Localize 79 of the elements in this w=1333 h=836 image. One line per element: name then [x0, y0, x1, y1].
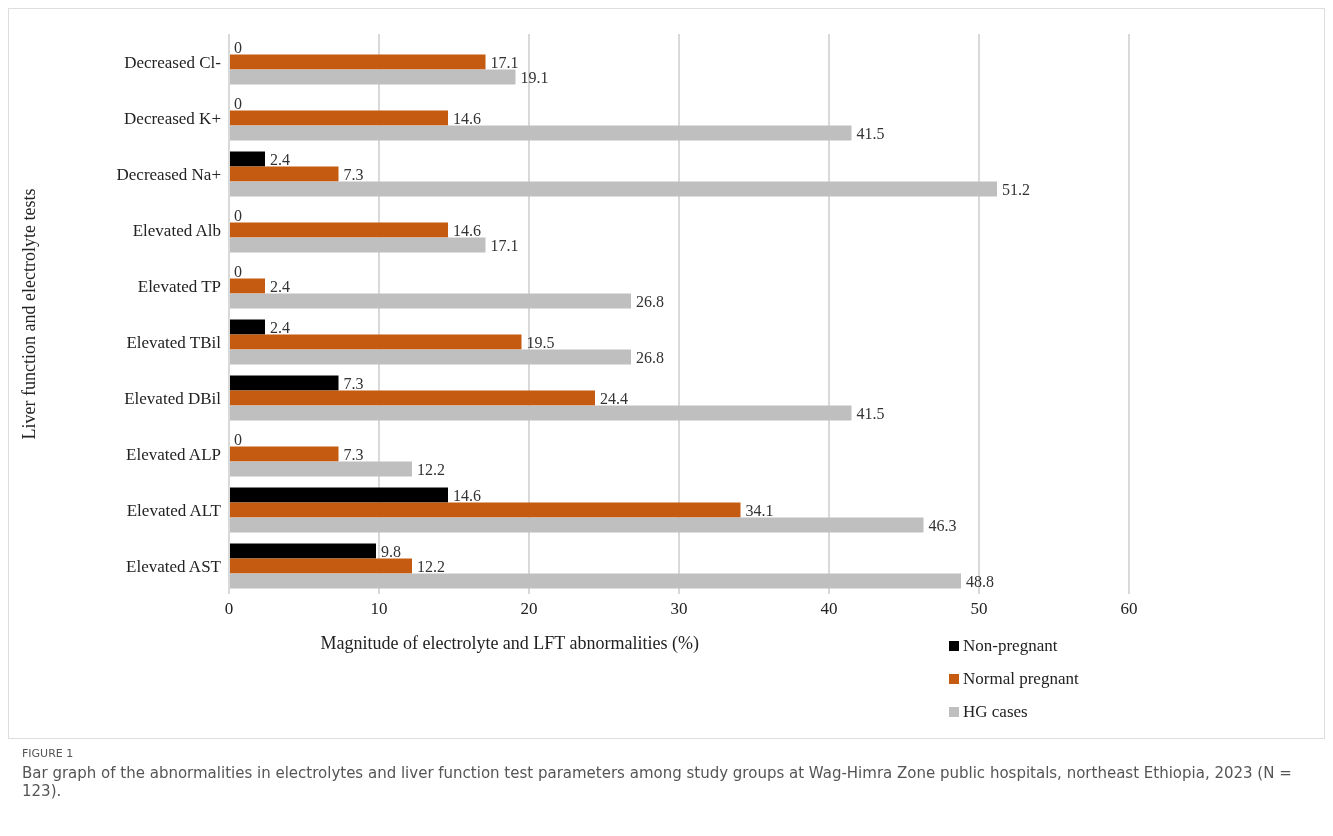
data-label: 41.5	[856, 404, 885, 422]
bar	[229, 375, 339, 391]
data-label: 2.4	[270, 150, 290, 168]
bar	[229, 446, 339, 462]
bar	[229, 110, 448, 126]
data-label: 12.2	[417, 557, 445, 575]
data-label: 2.4	[270, 277, 290, 295]
data-label: 17.1	[490, 53, 519, 71]
x-tick-label: 20	[520, 599, 538, 619]
bar	[229, 487, 448, 503]
x-tick-label: 0	[224, 599, 234, 619]
bar	[229, 293, 631, 309]
bar	[229, 237, 486, 253]
bar	[229, 54, 486, 70]
x-tick-label: 50	[970, 599, 988, 619]
bar	[229, 69, 516, 85]
y-axis-title: Liver function and electrolyte tests	[19, 188, 40, 440]
data-label: 0	[234, 206, 243, 224]
legend-label: Normal pregnant	[962, 667, 1079, 690]
data-label: 46.3	[928, 516, 957, 534]
bar	[229, 222, 448, 238]
bar	[229, 558, 412, 574]
y-tick-label: Decreased Cl-	[124, 53, 222, 73]
x-tick-label: 40	[820, 599, 838, 619]
data-label: 7.3	[343, 374, 364, 392]
bar	[229, 517, 924, 533]
data-label: 14.6	[453, 486, 481, 504]
data-label: 34.1	[745, 501, 774, 519]
bar	[229, 151, 265, 167]
data-label: 0	[234, 38, 243, 56]
y-tick-label: Elevated ALP	[126, 445, 221, 465]
y-tick-label: Elevated AST	[126, 557, 222, 577]
bar	[229, 181, 997, 197]
data-label: 14.6	[453, 109, 481, 127]
y-tick-label: Elevated ALT	[126, 501, 222, 521]
bar	[229, 166, 339, 182]
y-tick-label: Elevated DBil	[124, 389, 222, 409]
data-label: 48.8	[966, 572, 994, 590]
y-tick-label: Elevated TBil	[126, 333, 222, 353]
text: Bar graph of the abnormalities in electrolytes and liver function test parameters among study groups at Wag-Himra Zone public hospitals, northeast Ethiopia, 2023 (N = 123).	[22, 764, 1293, 800]
x-axis-title: Magnitude of electrolyte and LFT abnormalities (%)	[319, 632, 699, 654]
bar	[229, 334, 522, 350]
x-tick-label: 60	[1120, 599, 1138, 619]
legend-label: Non-pregnant	[962, 634, 1059, 657]
bar	[229, 349, 631, 365]
data-label: 19.1	[520, 68, 549, 86]
caption: FIGURE 1	[22, 747, 75, 760]
bar	[229, 502, 741, 518]
bar	[229, 461, 412, 477]
bar	[229, 319, 265, 335]
data-label: 9.8	[381, 542, 401, 560]
data-label: 0	[234, 262, 243, 280]
data-label: 51.2	[1002, 180, 1030, 198]
data-label: 19.5	[526, 333, 555, 351]
data-label: 26.8	[636, 348, 664, 366]
y-tick-label: Elevated Alb	[132, 221, 221, 241]
data-label: 26.8	[636, 292, 664, 310]
y-tick-label: Elevated TP	[137, 277, 221, 297]
data-label: 7.3	[343, 445, 364, 463]
bar	[229, 278, 265, 294]
bar	[229, 390, 595, 406]
data-label: 0	[234, 430, 243, 448]
data-label: 0	[234, 94, 243, 112]
data-label: 2.4	[270, 318, 290, 336]
data-label: 17.1	[490, 236, 519, 254]
bar	[229, 543, 376, 559]
bar	[229, 405, 852, 421]
data-label: 41.5	[856, 124, 885, 142]
legend-label: HG cases	[962, 700, 1029, 723]
bar	[229, 573, 961, 589]
bar	[229, 125, 852, 141]
x-tick-label: 10	[370, 599, 388, 619]
y-tick-label: Decreased Na+	[116, 165, 221, 185]
x-tick-label: 30	[670, 599, 688, 619]
data-label: 24.4	[600, 389, 628, 407]
data-label: 14.6	[453, 221, 481, 239]
data-label: 12.2	[417, 460, 445, 478]
y-tick-label: Decreased K+	[124, 109, 221, 129]
data-label: 7.3	[343, 165, 364, 183]
